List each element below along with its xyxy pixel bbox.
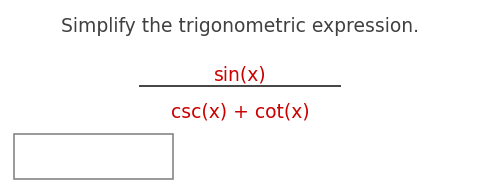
Text: sin(x): sin(x): [214, 66, 266, 85]
Text: Simplify the trigonometric expression.: Simplify the trigonometric expression.: [61, 17, 419, 36]
Text: csc(x) + cot(x): csc(x) + cot(x): [171, 102, 309, 121]
Bar: [14, 134, 173, 179]
